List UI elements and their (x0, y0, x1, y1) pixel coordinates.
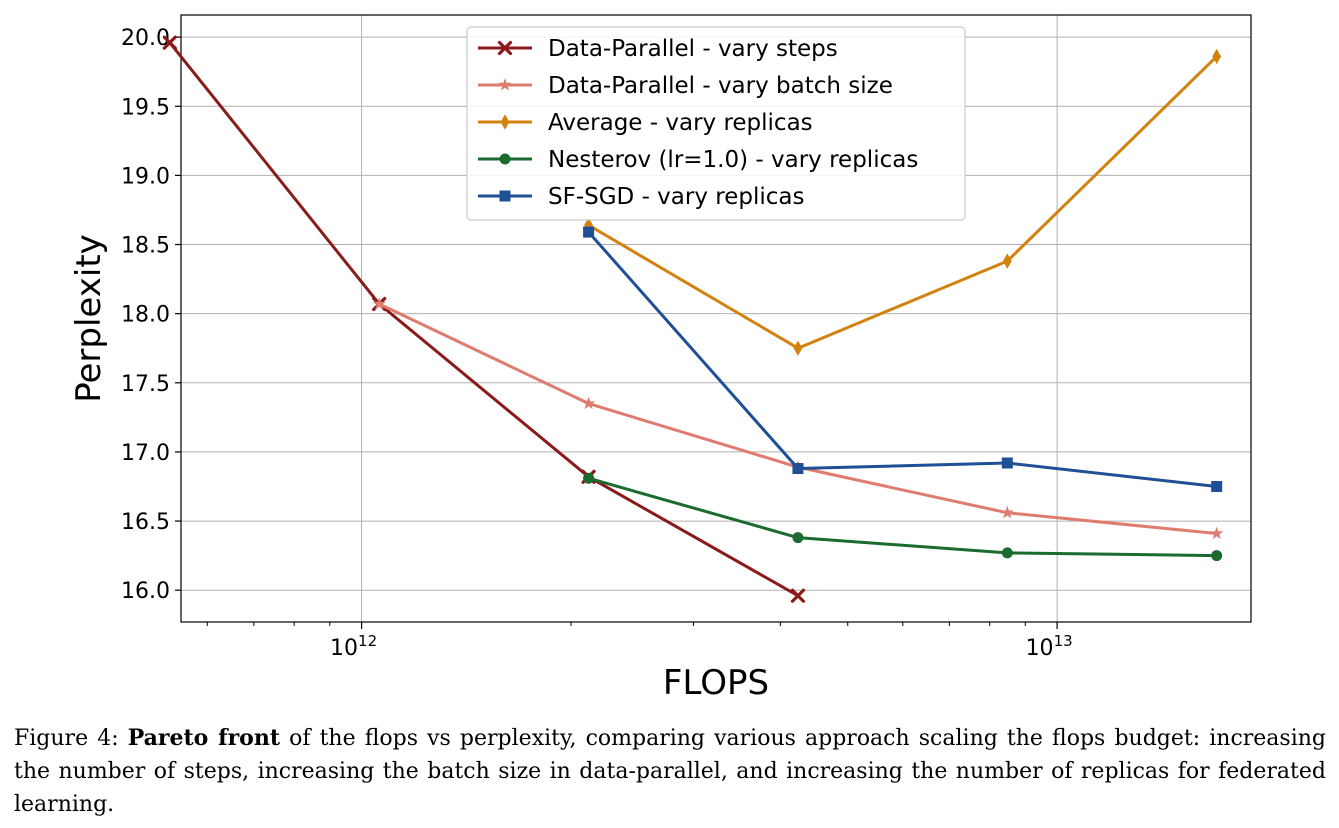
y-tick-label: 20.0 (121, 26, 170, 51)
series-line (168, 41, 799, 598)
legend-label: Data-Parallel - vary steps (548, 36, 838, 62)
square-marker (792, 463, 804, 475)
star-marker (372, 297, 386, 310)
diamond-marker (1002, 253, 1012, 269)
series-line (378, 302, 1217, 536)
diamond-marker (500, 114, 510, 130)
square-marker (583, 226, 595, 238)
y-axis-title: Perplexity (69, 234, 109, 403)
y-tick-label: 16.0 (121, 579, 170, 604)
legend-label: Average - vary replicas (548, 110, 813, 136)
axis-ticks: 16.0 16.5 17.0 17.5 18.0 18.5 19.0 19.5 20.0 1012… (121, 26, 1073, 661)
y-tick-label: 17.5 (121, 372, 170, 397)
y-tick-label: 18.0 (121, 303, 170, 328)
x-marker-stroke (162, 35, 177, 50)
circle-marker (792, 532, 804, 544)
x-axis-title: FLOPS (663, 663, 769, 703)
pareto-chart: 16.0 16.5 17.0 17.5 18.0 18.5 19.0 19.5 20.0 1012… (69, 14, 1252, 703)
x-marker-stroke (790, 588, 806, 603)
y-tick-label: 19.5 (121, 95, 170, 120)
series-3 (584, 48, 1222, 356)
y-tick-label: 17.0 (121, 441, 170, 466)
x-tick-label: 1012 (330, 632, 377, 661)
square-marker (499, 190, 511, 202)
x-marker (497, 40, 513, 56)
legend-entry: Data-Parallel - vary steps (478, 36, 838, 62)
legend: Data-Parallel - vary steps Data-Parallel … (466, 26, 966, 221)
y-tick-label: 18.5 (121, 234, 170, 259)
caption-prefix: Figure 4: (14, 726, 128, 751)
circle-marker (499, 153, 511, 165)
y-tick-label: 19.0 (121, 164, 170, 189)
legend-entry: Data-Parallel - vary batch size (478, 73, 893, 99)
star-marker (1210, 526, 1224, 540)
x-marker (790, 588, 806, 603)
series-2 (372, 297, 1224, 540)
circle-marker (1211, 550, 1223, 562)
legend-entry: Average - vary replicas (478, 110, 813, 136)
diamond-marker (1212, 48, 1222, 65)
star-marker (498, 78, 512, 91)
star-marker (582, 396, 596, 410)
legend-label: Data-Parallel - vary batch size (548, 73, 893, 99)
square-marker (1211, 480, 1223, 492)
data-series (162, 35, 1224, 603)
series-4 (583, 472, 1223, 562)
circle-marker (583, 472, 595, 484)
square-marker (1001, 457, 1013, 469)
series-5 (583, 226, 1223, 492)
legend-entry: SF-SGD - vary replicas (478, 184, 804, 210)
star-marker (1000, 505, 1014, 519)
series-line (587, 231, 1217, 488)
caption-text: of the flops vs perplexity, comparing va… (14, 726, 1326, 817)
plot-frame (180, 14, 1252, 623)
x-marker (162, 35, 177, 50)
x-marker-stroke (497, 40, 513, 56)
legend-entry: Nesterov (lr=1.0) - vary replicas (478, 147, 918, 173)
legend-label: SF-SGD - vary replicas (548, 184, 804, 210)
legend-label: Nesterov (lr=1.0) - vary replicas (548, 147, 918, 173)
legend-box (466, 26, 966, 221)
caption-bold: Pareto front (127, 725, 280, 751)
y-tick-label: 16.5 (121, 510, 170, 535)
diamond-marker (793, 340, 803, 356)
circle-marker (1001, 547, 1013, 559)
figure-caption: Figure 4: Pareto front of the flops vs p… (14, 722, 1326, 821)
x-tick-label: 1013 (1026, 632, 1073, 661)
series-line (587, 55, 1218, 350)
series-line (588, 476, 1217, 558)
